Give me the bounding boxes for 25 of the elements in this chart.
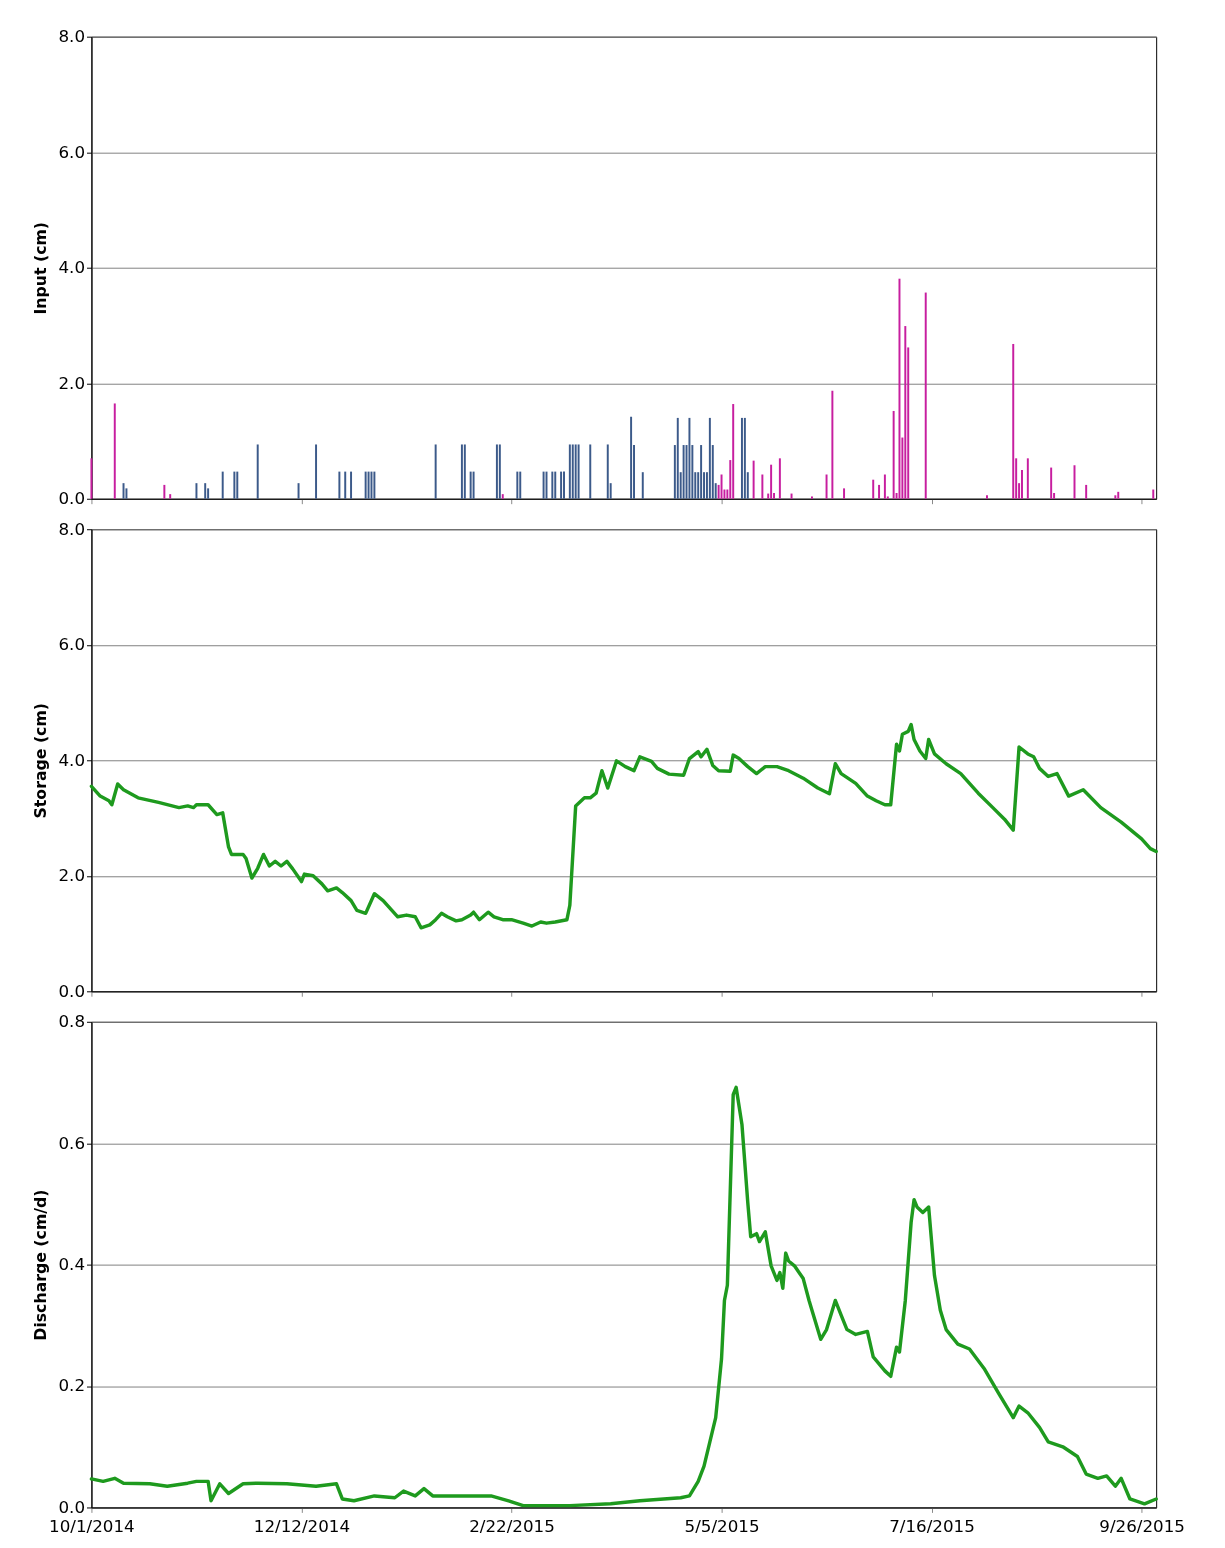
y-tick-label: 0.4: [58, 1254, 86, 1275]
y-tick-label: 2.0: [58, 372, 86, 393]
y-tick-label: 6.0: [58, 634, 86, 655]
line-series: [89, 722, 1158, 930]
y-tick-label: 4.0: [58, 257, 86, 278]
y-axis-title: Discharge (cm/d): [30, 1189, 50, 1341]
y-tick-label: 6.0: [58, 141, 86, 162]
y-tick-label: 0.0: [58, 980, 86, 1001]
y-tick-label: 8.0: [58, 518, 86, 539]
x-tick-label: 2/22/2015: [469, 1515, 555, 1536]
y-tick-label: 0.8: [58, 1011, 86, 1032]
y-tick-label: 0.6: [58, 1132, 86, 1153]
x-tick-label: 5/5/2015: [684, 1515, 760, 1536]
x-tick-label: 9/26/2015: [1099, 1515, 1185, 1536]
x-tick-label: 10/1/2014: [49, 1515, 135, 1536]
y-tick-label: 0.2: [58, 1375, 86, 1396]
y-tick-label: 8.0: [58, 26, 86, 47]
x-tick-label: 12/12/2014: [253, 1515, 351, 1536]
y-axis-title: Storage (cm): [30, 703, 50, 819]
y-tick-label: 4.0: [58, 749, 86, 770]
y-tick-label: 2.0: [58, 865, 86, 886]
y-axis-title: Input (cm): [30, 221, 50, 315]
y-tick-label: 0.0: [58, 1496, 86, 1517]
x-tick-label: 7/16/2015: [889, 1515, 975, 1536]
y-tick-label: 0.0: [58, 488, 86, 509]
